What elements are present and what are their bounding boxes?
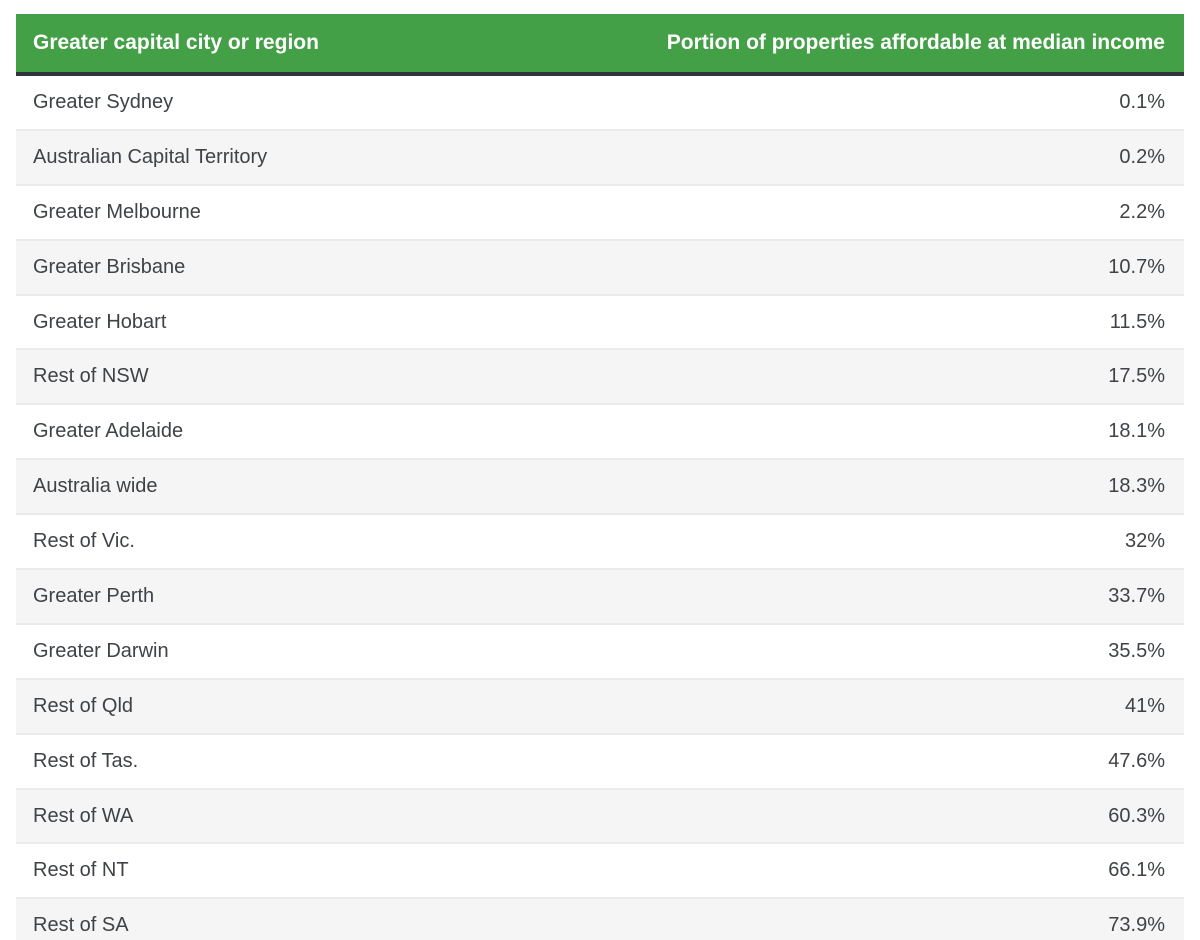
table-row: Greater Melbourne 2.2%	[16, 183, 1184, 240]
value-cell: 33.7%	[553, 568, 1184, 624]
table-row: Rest of NT 66.1%	[16, 842, 1184, 899]
table-row: Rest of Vic. 32%	[16, 513, 1184, 570]
value-cell: 11.5%	[553, 293, 1184, 350]
table-row: Greater Darwin 35.5%	[16, 622, 1184, 679]
table-row: Australian Capital Territory 0.2%	[16, 128, 1184, 185]
value-cell: 18.3%	[553, 458, 1184, 515]
value-cell: 47.6%	[553, 732, 1184, 789]
table-row: Greater Adelaide 18.1%	[16, 403, 1184, 460]
region-cell: Rest of Vic.	[16, 513, 554, 570]
value-cell: 32%	[553, 513, 1184, 570]
region-cell: Australia wide	[16, 458, 554, 515]
table-row: Greater Sydney 0.1%	[16, 74, 1184, 130]
table-header-value: Portion of properties affordable at medi…	[553, 14, 1184, 76]
table-row: Rest of NSW 17.5%	[16, 348, 1184, 405]
table-row: Greater Brisbane 10.7%	[16, 238, 1184, 295]
value-cell: 0.2%	[553, 128, 1184, 185]
region-cell: Rest of NT	[16, 842, 554, 899]
region-cell: Rest of Qld	[16, 677, 554, 734]
value-cell: 35.5%	[553, 622, 1184, 679]
value-cell: 41%	[553, 677, 1184, 734]
region-cell: Australian Capital Territory	[16, 128, 554, 185]
value-cell: 10.7%	[553, 238, 1184, 295]
region-cell: Greater Hobart	[16, 293, 554, 350]
region-cell: Greater Brisbane	[16, 238, 554, 295]
value-cell: 0.1%	[553, 74, 1184, 130]
table-row: Greater Perth 33.7%	[16, 568, 1184, 624]
value-cell: 60.3%	[553, 787, 1184, 844]
value-cell: 17.5%	[553, 348, 1184, 405]
region-cell: Greater Adelaide	[16, 403, 554, 460]
region-cell: Rest of NSW	[16, 348, 554, 405]
value-cell: 2.2%	[553, 183, 1184, 240]
value-cell: 18.1%	[553, 403, 1184, 460]
region-cell: Greater Sydney	[16, 74, 554, 130]
value-cell: 73.9%	[553, 897, 1184, 940]
region-cell: Greater Darwin	[16, 622, 554, 679]
region-cell: Rest of SA	[16, 897, 554, 940]
region-cell: Rest of WA	[16, 787, 554, 844]
table-row: Rest of Tas. 47.6%	[16, 732, 1184, 789]
table-row: Rest of Qld 41%	[16, 677, 1184, 734]
region-cell: Rest of Tas.	[16, 732, 554, 789]
table-row: Australia wide 18.3%	[16, 458, 1184, 515]
table-header-region: Greater capital city or region	[16, 14, 554, 76]
table-row: Rest of WA 60.3%	[16, 787, 1184, 844]
region-cell: Greater Perth	[16, 568, 554, 624]
table-row: Greater Hobart 11.5%	[16, 293, 1184, 350]
affordability-table: Greater capital city or region Portion o…	[16, 14, 1184, 940]
region-cell: Greater Melbourne	[16, 183, 554, 240]
value-cell: 66.1%	[553, 842, 1184, 899]
table-header-row: Greater capital city or region Portion o…	[16, 14, 1184, 76]
table-row: Rest of SA 73.9%	[16, 897, 1184, 940]
